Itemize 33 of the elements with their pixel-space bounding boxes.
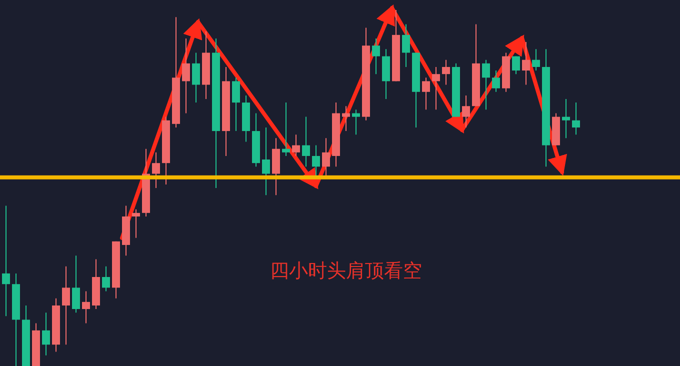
annotation: 四小时头肩顶看空 [270,259,422,284]
candlestick [512,56,520,75]
candlestick [62,266,70,346]
candlestick [522,42,530,86]
candlestick [432,66,440,110]
candlestick [372,38,380,75]
candlestick [102,266,110,292]
candlestick [232,77,240,132]
candlestick [532,48,540,72]
candlestick [492,70,500,92]
candlestick [352,109,360,136]
candlestick [82,290,90,324]
candlestick [312,144,320,178]
candlestick [482,59,490,110]
candlestick [192,52,200,104]
candlestick [342,106,350,132]
candlestick [462,94,470,128]
candlestick [572,102,580,136]
candlestick [2,205,10,317]
candlestick [282,102,290,156]
candlestick [322,138,330,178]
candlestick [292,134,300,156]
candlestick [42,312,50,356]
candlestick [182,38,190,114]
candlestick [132,208,140,238]
candlestick [302,116,310,168]
candlestick [422,77,430,110]
candlestick [152,152,160,188]
candlestick [442,59,450,86]
candlestick [262,126,270,196]
candlestick [562,98,570,139]
candlestick [72,255,80,314]
candlestick [402,24,410,68]
